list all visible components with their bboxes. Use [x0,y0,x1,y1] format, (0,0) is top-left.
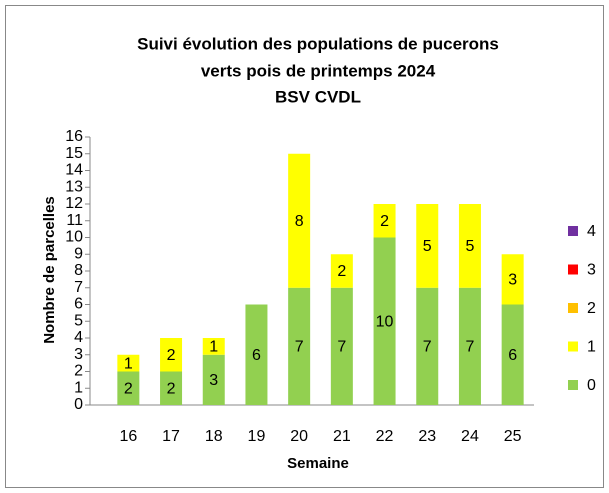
y-tick-label: 13 [65,178,83,195]
x-tick-label: 22 [376,428,394,445]
y-tick-label: 4 [74,329,83,346]
y-tick-label: 2 [74,363,83,380]
chart-title: verts pois de printemps 2024 [201,61,436,80]
y-tick-label: 11 [66,212,83,229]
y-tick-label: 3 [74,346,83,363]
data-label: 1 [209,339,218,356]
legend-swatch [568,380,578,390]
bar-segment [245,304,268,405]
bar-segment [458,204,481,288]
data-label: 3 [209,372,218,389]
data-label: 10 [376,313,394,330]
bar-segment [117,354,140,372]
y-tick-label: 5 [74,312,83,329]
x-tick-label: 17 [162,428,180,445]
bar-segment [330,254,353,288]
y-tick-label: 16 [65,128,83,145]
x-tick-label: 19 [248,428,266,445]
x-tick-label: 25 [504,428,522,445]
data-label: 5 [465,238,474,255]
legend-swatch [568,264,578,275]
y-tick-label: 7 [74,279,83,296]
bar-segment [288,153,311,288]
x-tick-label: 23 [418,428,436,445]
legend-label: 0 [587,377,596,394]
data-label: 2 [167,347,176,364]
x-tick-label: 21 [333,428,351,445]
data-label: 2 [380,213,389,230]
data-label: 6 [508,347,517,364]
bar-segment [416,287,439,405]
bar-segment [202,338,225,355]
bar-segment [202,354,225,405]
legend-swatch [568,226,578,236]
bar-segment [416,204,439,288]
x-axis-label: Semaine [287,455,349,472]
data-label: 2 [337,263,346,280]
chart-title: Suivi évolution des populations de pucer… [137,34,499,53]
data-label: 5 [423,238,432,255]
x-tick-label: 20 [290,428,308,445]
data-label: 2 [167,380,176,397]
legend-label: 3 [587,262,596,279]
legend-swatch [568,303,578,313]
chart-title: BSV CVDL [275,87,361,106]
legend-label: 2 [587,300,596,317]
y-axis-label: Nombre de parcelles [41,196,58,344]
data-label: 7 [423,339,432,356]
data-label: 7 [465,339,474,356]
bar-segment [288,287,311,405]
x-tick-label: 24 [461,428,479,445]
data-label: 3 [508,272,517,289]
bar-segment [458,287,481,405]
legend-label: 1 [587,339,596,356]
bar-segment [373,204,396,238]
legend-label: 4 [587,223,596,240]
bar-segment [501,304,524,405]
y-tick-label: 14 [65,162,83,179]
bar-segment [160,371,183,405]
bar-segment [373,237,396,405]
data-label: 6 [252,347,261,364]
y-tick-label: 15 [65,145,83,162]
x-tick-label: 18 [205,428,223,445]
y-tick-label: 8 [74,262,83,279]
bar-segment [117,371,140,405]
data-label: 1 [124,355,133,372]
y-tick-label: 10 [65,229,83,246]
data-label: 7 [295,339,304,356]
bar-segment [501,254,524,305]
data-label: 7 [337,339,346,356]
y-tick-label: 1 [74,379,83,396]
y-tick-label: 0 [74,396,83,413]
y-tick-label: 6 [74,296,83,313]
x-tick-label: 16 [119,428,137,445]
y-tick-label: 12 [65,195,83,212]
data-label: 8 [295,213,304,230]
data-label: 2 [124,380,133,397]
bar-segment [330,287,353,405]
bar-segment [160,338,183,372]
y-tick-label: 9 [74,245,83,262]
legend-swatch [568,341,578,352]
